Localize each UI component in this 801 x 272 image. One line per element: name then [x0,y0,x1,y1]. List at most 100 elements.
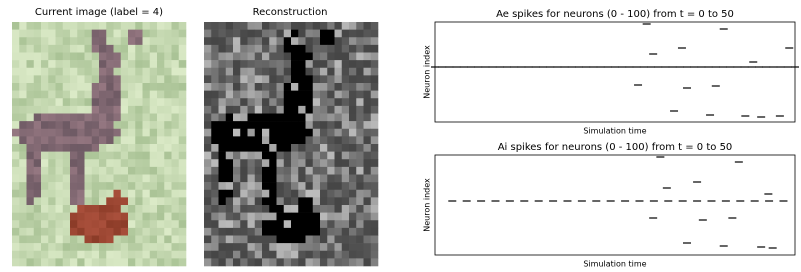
image-pixel [99,121,107,129]
image-pixel [179,197,187,205]
image-pixel [56,220,64,228]
image-pixel [114,83,122,91]
image-pixel [128,258,136,266]
image-pixel [179,68,187,76]
image-pixel [248,152,256,160]
image-pixel [19,83,27,91]
image-pixel [262,243,270,251]
image-pixel [56,60,64,68]
image-pixel [342,114,350,122]
image-pixel [48,228,56,236]
image-pixel [269,83,277,91]
image-pixel [99,136,107,144]
image-pixel [106,129,114,137]
image-pixel [34,182,42,190]
image-pixel [135,144,143,152]
image-pixel [335,213,343,221]
image-pixel [291,182,299,190]
image-pixel [27,136,35,144]
image-pixel [277,98,285,106]
image-pixel [27,258,35,266]
image-pixel [211,68,219,76]
image-pixel [364,205,372,213]
image-pixel [70,152,78,160]
image-pixel [371,205,379,213]
image-pixel [135,60,143,68]
image-pixel [269,68,277,76]
image-pixel [219,68,227,76]
image-pixel [240,75,248,83]
image-pixel [34,22,42,30]
x-axis-label: Simulation time [583,260,646,269]
image-pixel [342,30,350,38]
image-pixel [233,98,241,106]
image-pixel [349,190,357,198]
image-pixel [226,228,234,236]
image-pixel [291,258,299,266]
image-pixel [356,114,364,122]
image-pixel [320,30,328,38]
image-pixel [298,75,306,83]
image-pixel [12,91,20,99]
image-pixel [106,197,114,205]
image-pixel [85,45,93,53]
image-pixel [349,22,357,30]
image-pixel [143,75,151,83]
image-pixel [269,213,277,221]
image-pixel [12,45,20,53]
image-pixel [211,121,219,129]
image-pixel [27,75,35,83]
image-pixel [106,121,114,129]
image-pixel [277,213,285,221]
image-pixel [12,129,20,137]
image-pixel [135,205,143,213]
image-pixel [157,152,165,160]
image-pixel [179,30,187,38]
image-pixel [349,136,357,144]
image-pixel [19,167,27,175]
image-pixel [255,258,263,266]
image-pixel [121,236,129,244]
image-pixel [106,190,114,198]
image-pixel [27,190,35,198]
image-pixel [248,136,256,144]
image-pixel [342,45,350,53]
image-pixel [226,258,234,266]
image-pixel [255,75,263,83]
image-pixel [298,106,306,114]
image-pixel [106,75,114,83]
image-pixel [233,190,241,198]
image-pixel [77,228,85,236]
image-pixel [277,22,285,30]
image-pixel [143,22,151,30]
image-pixel [56,121,64,129]
image-pixel [327,45,335,53]
chart-title: Ai spikes for neurons (0 - 100) from t =… [498,142,733,153]
image-pixel [342,129,350,137]
image-pixel [92,68,100,76]
image-pixel [226,182,234,190]
image-pixel [164,60,172,68]
image-pixel [320,22,328,30]
image-pixel [291,45,299,53]
image-pixel [48,182,56,190]
image-pixel [19,75,27,83]
image-pixel [277,205,285,213]
image-pixel [48,251,56,259]
image-pixel [56,37,64,45]
image-pixel [34,114,42,122]
image-pixel [172,182,180,190]
image-pixel [85,68,93,76]
image-pixel [121,205,129,213]
image-pixel [342,167,350,175]
image-pixel [114,60,122,68]
image-pixel [356,68,364,76]
image-pixel [128,175,136,183]
image-pixel [85,205,93,213]
image-pixel [371,152,379,160]
image-pixel [291,121,299,129]
image-pixel [172,236,180,244]
image-pixel [320,190,328,198]
image-pixel [233,129,241,137]
image-pixel [128,60,136,68]
